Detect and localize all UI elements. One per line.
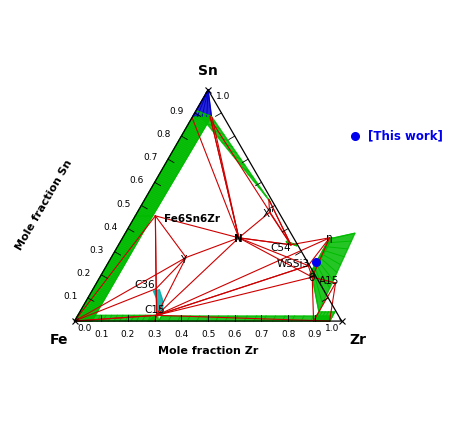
Text: 0.5: 0.5: [201, 330, 215, 339]
Polygon shape: [74, 315, 157, 321]
Text: Mole fraction Sn: Mole fraction Sn: [14, 159, 74, 252]
Text: 0.3: 0.3: [147, 330, 162, 339]
Text: C36: C36: [134, 280, 155, 290]
Text: 1.0: 1.0: [325, 324, 339, 333]
Text: 0.5: 0.5: [116, 200, 130, 208]
Polygon shape: [314, 312, 335, 321]
Text: Fe: Fe: [49, 333, 68, 347]
Text: Mole fraction Zr: Mole fraction Zr: [158, 346, 258, 357]
Text: 0.1: 0.1: [94, 330, 108, 339]
Text: 0.0: 0.0: [77, 324, 92, 333]
Text: Y: Y: [180, 255, 187, 265]
Text: 0.2: 0.2: [76, 269, 90, 278]
Text: 0.9: 0.9: [308, 330, 322, 339]
Text: [This work]: [This work]: [368, 130, 443, 143]
Polygon shape: [193, 90, 211, 116]
Text: A15: A15: [319, 276, 339, 286]
Text: 0.4: 0.4: [174, 330, 188, 339]
Text: 0.6: 0.6: [227, 330, 242, 339]
Text: 0.1: 0.1: [63, 292, 77, 301]
Text: C15: C15: [144, 305, 165, 314]
Text: 0.7: 0.7: [254, 330, 268, 339]
Text: Sn: Sn: [198, 64, 218, 78]
Polygon shape: [74, 216, 153, 321]
Text: 0.9: 0.9: [170, 107, 184, 116]
Text: Fe6Sn6Zr: Fe6Sn6Zr: [164, 214, 220, 225]
Text: 0.7: 0.7: [143, 153, 157, 162]
Text: X": X": [263, 208, 275, 219]
Text: 0.4: 0.4: [103, 223, 117, 232]
Polygon shape: [135, 116, 211, 216]
Polygon shape: [196, 111, 270, 202]
Text: 0.8: 0.8: [281, 330, 295, 339]
Text: 0.2: 0.2: [121, 330, 135, 339]
Polygon shape: [154, 290, 162, 314]
Text: W5Si3: W5Si3: [276, 260, 309, 269]
Polygon shape: [148, 314, 159, 321]
Polygon shape: [312, 233, 355, 312]
Polygon shape: [309, 238, 332, 275]
Polygon shape: [159, 316, 333, 321]
Text: 0.3: 0.3: [89, 246, 104, 255]
Text: 0.6: 0.6: [130, 176, 144, 186]
Polygon shape: [286, 241, 297, 246]
Text: C54: C54: [270, 243, 291, 253]
Text: η: η: [326, 233, 333, 243]
Text: θ: θ: [309, 273, 315, 283]
Text: 1.0: 1.0: [216, 92, 230, 101]
Text: 0.8: 0.8: [156, 130, 171, 139]
Text: Zr: Zr: [349, 333, 366, 347]
Text: N: N: [234, 234, 243, 244]
